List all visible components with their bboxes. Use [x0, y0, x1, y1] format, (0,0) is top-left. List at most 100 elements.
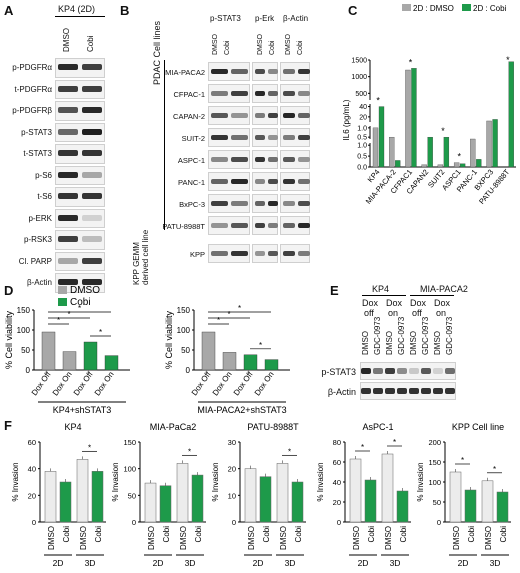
panel-a-band: [58, 214, 78, 221]
panel-e-dox-label: Dox: [386, 298, 403, 308]
panel-b-group-rule: [164, 60, 165, 230]
panel-f-tick-label: 150: [428, 458, 441, 467]
panel-b-band: [211, 91, 228, 96]
panel-e-row-label: p-STAT3: [321, 367, 356, 377]
panel-d-ylabel: % Cell viability: [4, 310, 14, 369]
panel-c-tick-label: 1000: [351, 74, 367, 81]
panel-c-tick-label: 0.5: [357, 135, 367, 142]
panel-e-band: [409, 388, 419, 394]
panel-e-dox-label: on: [436, 308, 447, 318]
panel-c-bar: [443, 136, 450, 168]
panel-f-significance: *: [288, 447, 291, 456]
panel-b-column-label: DMSO: [212, 34, 219, 55]
panel-e-lane-label: GDC-0973: [445, 316, 454, 355]
panel-a-band: [82, 128, 102, 135]
panel-b-band: [211, 251, 228, 256]
panel-b-group-kpp: KPP GEMM derived cell line: [132, 229, 150, 285]
panel-a-blot-strip: [55, 144, 105, 164]
panel-e-band: [433, 388, 443, 394]
panel-a-row-label: p-PDGFRα: [12, 63, 52, 72]
panel-f-chart-title: AsPC-1: [362, 422, 393, 432]
panel-f-bar: [91, 471, 104, 523]
panel-f-bar: [159, 485, 172, 523]
panel-f-category-label: Cobi: [194, 526, 203, 543]
panel-d-bar: [62, 351, 77, 371]
panel-c-bar: [470, 138, 476, 168]
panel-c-ylabel: IL6 (pg/mL): [342, 99, 351, 140]
panel-f-bar: [349, 458, 362, 523]
panel-f-tick-label: 60: [28, 438, 36, 447]
panel-b-band: [268, 113, 278, 118]
panel-b-cell-line-label: KPP: [189, 250, 205, 259]
panel-f-category-label: DMSO: [452, 526, 461, 550]
panel-b-antibody-label: β-Actin: [283, 14, 309, 23]
panel-e-band: [421, 388, 431, 394]
panel-e-row-label: β-Actin: [327, 387, 356, 397]
panel-b-band: [268, 91, 278, 96]
panel-b-group-pdac: PDAC Cell lines: [152, 20, 162, 85]
panel-f-bar: [144, 482, 157, 523]
panel-b-band: [283, 69, 295, 74]
panel-b-band: [298, 91, 310, 96]
panel-b-cell-line-label: PANC-1: [178, 178, 205, 187]
panel-a-band: [58, 128, 78, 135]
panel-d-tick-label: 50: [21, 346, 30, 355]
panel-a-column-label: DMSO: [62, 28, 71, 52]
panel-f-charts: KP4 % Invasion 0 20 40 60 DMSO Cobi DMSO Cobi * 2D 3…: [11, 422, 511, 568]
panel-f-condition-label: 2D: [458, 558, 469, 568]
panel-b-band: [268, 179, 278, 184]
panel-c-bar: [427, 136, 433, 168]
panel-e-dox-label: off: [412, 308, 422, 318]
panel-d-significance: *: [78, 304, 81, 313]
panel-f-tick-label: 10: [228, 491, 236, 500]
panel-b-letter: B: [120, 3, 130, 18]
panel-c-bar: [476, 159, 482, 168]
panel-d-legend-label: Cobi: [70, 297, 91, 308]
panel-f-tick-label: 30: [228, 438, 236, 447]
panel-b-band: [255, 179, 265, 184]
panel-c-tick-label: 500: [355, 91, 367, 98]
panel-b-band: [283, 113, 295, 118]
panel-e-band: [433, 368, 443, 374]
panel-f-significance: *: [493, 465, 496, 474]
panel-f-tick-label: 0: [232, 518, 236, 527]
panel-a-band: [58, 279, 78, 285]
panel-c-significance: *: [376, 96, 380, 106]
panel-f-bar: [276, 463, 289, 523]
panel-d-bar: [41, 331, 56, 371]
panel-a-blot-strip: [55, 208, 105, 228]
panel-c-tick-label: 1.0: [357, 143, 367, 150]
panel-e-band: [397, 388, 407, 394]
panel-f-chart-title: KPP Cell line: [452, 422, 504, 432]
panel-e-band: [373, 368, 383, 374]
panel-d-tick-label: 0: [26, 366, 31, 375]
panel-b-column-label: DMSO: [285, 34, 292, 55]
panel-f-tick-label: 200: [428, 438, 441, 447]
panel-f-significance: *: [188, 447, 191, 456]
panel-a-row-label: t-S6: [37, 192, 52, 201]
panel-f-condition-label: 3D: [285, 558, 296, 568]
panel-f-ylabel: % Invasion: [211, 462, 220, 501]
panel-c-bar: [437, 164, 444, 168]
panel-d-bar: [222, 352, 237, 371]
panel-d-significance: *: [238, 304, 241, 313]
panel-b-band: [283, 179, 295, 184]
panel-b-antibody-label: p-STAT3: [210, 14, 241, 23]
panel-f-tick-label: 20: [28, 491, 36, 500]
panel-a-blot-strip: [55, 165, 105, 185]
panel-b-band: [268, 251, 278, 256]
panel-f-category-label: DMSO: [352, 526, 361, 550]
panel-f-category-label: Cobi: [367, 526, 376, 543]
panel-a-band: [58, 150, 78, 156]
panel-f-bar: [44, 471, 57, 523]
panel-d-xlabel: MIA-PACA2+shSTAT3: [197, 405, 286, 415]
panel-c-significance: *: [409, 57, 413, 67]
panel-f-category-label: Cobi: [262, 526, 271, 543]
panel-d-legend-swatch: [58, 286, 67, 294]
panel-a-band: [58, 107, 78, 113]
panel-f-tick-label: 100: [428, 478, 441, 487]
panel-d-ylabel: % Cell viability: [164, 310, 174, 369]
panel-b-blot-strip: [208, 128, 250, 147]
panel-e-lane-label: GDC-0973: [373, 316, 382, 355]
panel-e-group-rule: [410, 295, 454, 296]
